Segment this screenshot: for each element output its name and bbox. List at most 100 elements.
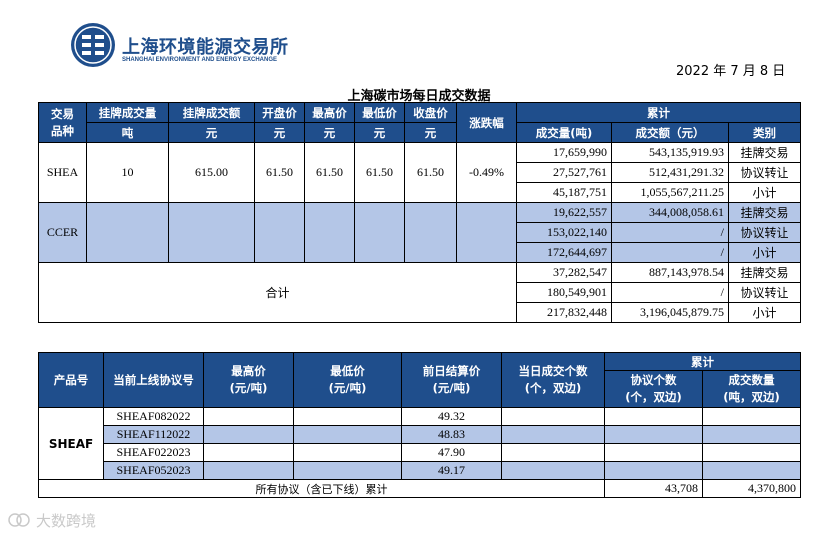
col-cum-amount: 成交额（元） — [611, 122, 729, 143]
table-subheader-row: 吨 元 元 元 元 元 成交量(吨) 成交额（元） 类别 — [39, 122, 802, 143]
col-cumulative: 累计 — [515, 102, 802, 123]
col-cum-volume: 成交量(吨) — [516, 122, 612, 143]
contract-id: SHEAF082022 — [103, 407, 204, 426]
empty-cell — [604, 407, 703, 426]
empty-cell — [604, 461, 703, 480]
table-row: SHEAF SHEAF082022 49.32 — [38, 407, 801, 480]
empty-cell — [254, 202, 305, 263]
col-low: 最低价 — [354, 102, 405, 123]
empty-cell — [501, 425, 605, 444]
cum-volume: 217,832,448 — [516, 302, 612, 323]
shea-open: 61.50 — [254, 142, 305, 203]
cum-volume: 27,527,761 — [516, 162, 612, 183]
shea-change: -0.49% — [456, 142, 517, 203]
cum-volume: 19,622,557 — [516, 202, 612, 223]
org-name-cn: 上海环境能源交易所 — [122, 37, 289, 58]
unit-listed-volume: 吨 — [86, 122, 169, 143]
empty-cell — [203, 461, 294, 480]
empty-cell — [86, 202, 169, 263]
unit-open: 元 — [254, 122, 305, 143]
table-row: 217,832,448 3,196,045,879.75 小计 — [39, 302, 802, 323]
cum-volume: 172,644,697 — [516, 242, 612, 263]
table-row: 合计 37,282,547 887,143,978.54 挂牌交易 — [38, 262, 802, 323]
empty-cell — [354, 202, 405, 263]
col-today-count: 当日成交个数 (个，双边) — [501, 352, 605, 408]
empty-cell — [293, 461, 402, 480]
table-row: CCER 19,622,557 344,008,058.61 挂牌交易 — [38, 202, 802, 263]
shea-listed-amount: 615.00 — [168, 142, 255, 203]
empty-cell — [293, 425, 402, 444]
contract-id: SHEAF112022 — [103, 425, 204, 444]
col-category: 类别 — [727, 122, 802, 143]
col-listed-amount: 挂牌成交额 — [168, 102, 255, 123]
empty-cell — [501, 407, 605, 426]
col-contract: 当前上线协议号 — [103, 352, 204, 408]
settle-price: 48.83 — [401, 425, 502, 444]
col-high: 最高价 (元/吨) — [203, 352, 294, 408]
empty-cell — [604, 425, 703, 444]
table-row: SHEA 10 615.00 61.50 61.50 61.50 61.50 -… — [38, 142, 802, 203]
product-shea: SHEA — [38, 142, 87, 203]
watermark-logo-icon — [8, 513, 30, 527]
category: 小计 — [727, 242, 802, 263]
table-header-row: 交易 品种 挂牌成交量 挂牌成交额 开盘价 最高价 最低价 收盘价 涨跌幅 累计 — [38, 102, 802, 143]
cum-volume: 180,549,901 — [516, 282, 612, 303]
cum-amount: 887,143,978.54 — [611, 262, 729, 283]
category: 挂牌交易 — [727, 142, 802, 163]
category: 协议转让 — [727, 222, 802, 243]
unit-low: 元 — [354, 122, 405, 143]
col-settle: 前日结算价 (元/吨) — [401, 352, 502, 408]
footer-cum-volume: 4,370,800 — [702, 479, 801, 498]
shea-close: 61.50 — [404, 142, 457, 203]
col-low: 最低价 (元/吨) — [293, 352, 402, 408]
contract-id: SHEAF022023 — [103, 443, 204, 462]
cum-amount: 543,135,919.93 — [611, 142, 729, 163]
org-name-en: SHANGHAI ENVIRONMENT AND ENERGY EXCHANGE — [122, 57, 278, 63]
cum-volume: 17,659,990 — [516, 142, 612, 163]
table-header-row: 产品号 当前上线协议号 最高价 (元/吨) 最低价 (元/吨) 前日结算价 (元… — [38, 352, 801, 408]
empty-cell — [702, 425, 801, 444]
empty-cell — [404, 202, 457, 263]
product-ccer: CCER — [38, 202, 87, 263]
empty-cell — [702, 443, 801, 462]
col-cum-volume: 成交数量 (吨，双边) — [702, 370, 801, 408]
cum-amount: 3,196,045,879.75 — [611, 302, 729, 323]
unit-high: 元 — [304, 122, 355, 143]
cum-volume: 37,282,547 — [516, 262, 612, 283]
shea-listed-volume: 10 — [86, 142, 169, 203]
col-close: 收盘价 — [404, 102, 457, 123]
footer-label: 所有协议（含已下线）累计 — [38, 479, 605, 498]
cum-amount: / — [611, 242, 729, 263]
empty-cell — [203, 443, 294, 462]
product-sheaf: SHEAF — [38, 407, 104, 480]
category: 协议转让 — [727, 282, 802, 303]
empty-cell — [456, 202, 517, 263]
category: 小计 — [727, 302, 802, 323]
col-open: 开盘价 — [254, 102, 305, 123]
exchange-logo-icon — [71, 23, 115, 67]
cum-amount: / — [611, 282, 729, 303]
cum-amount: / — [611, 222, 729, 243]
table-row: 153,022,140 / 协议转让 — [39, 222, 802, 243]
unit-listed-amount: 元 — [168, 122, 255, 143]
table-row: SHEAF112022 48.83 — [39, 425, 801, 444]
cum-volume: 45,187,751 — [516, 182, 612, 203]
empty-cell — [501, 443, 605, 462]
category: 小计 — [727, 182, 802, 203]
empty-cell — [293, 407, 402, 426]
settle-price: 49.17 — [401, 461, 502, 480]
unit-close: 元 — [404, 122, 457, 143]
shea-low: 61.50 — [354, 142, 405, 203]
col-high: 最高价 — [304, 102, 355, 123]
empty-cell — [304, 202, 355, 263]
daily-trading-table: 交易 品种 挂牌成交量 挂牌成交额 开盘价 最高价 最低价 收盘价 涨跌幅 累计… — [38, 102, 802, 323]
table-subheader-row: 协议个数 (个，双边) 成交数量 (吨，双边) — [39, 370, 801, 408]
empty-cell — [702, 461, 801, 480]
empty-cell — [293, 443, 402, 462]
empty-cell — [168, 202, 255, 263]
forward-contract-table: 产品号 当前上线协议号 最高价 (元/吨) 最低价 (元/吨) 前日结算价 (元… — [38, 352, 801, 498]
watermark-text: 大数跨境 — [36, 512, 97, 530]
col-product: 交易 品种 — [38, 102, 87, 143]
empty-cell — [604, 443, 703, 462]
cum-amount: 1,055,567,211.25 — [611, 182, 729, 203]
